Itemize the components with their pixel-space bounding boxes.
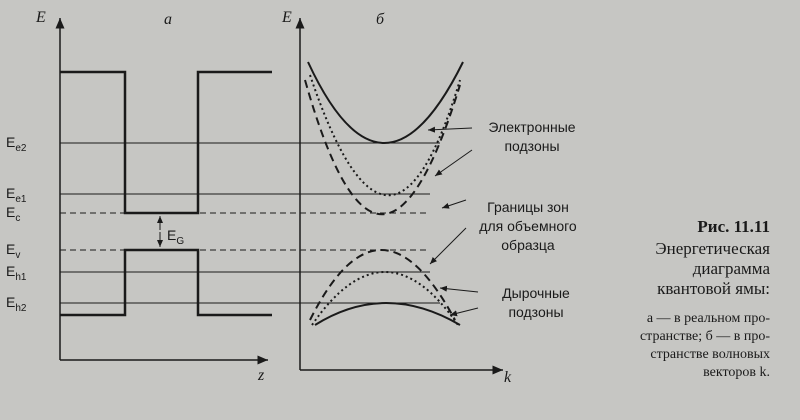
caption-text: векторов k. (703, 365, 770, 380)
gap-label: EG (167, 227, 184, 247)
axis-label: E (281, 9, 292, 26)
caption-title: Энергетическая (655, 239, 770, 258)
annotation: для объемного (479, 218, 577, 234)
annotation: Границы зон (487, 199, 569, 215)
annotation: образца (501, 237, 555, 253)
level-label: Eh1 (6, 263, 27, 283)
caption-number: Рис. 11.11 (697, 217, 770, 236)
level-label: Ee2 (6, 134, 27, 154)
caption-title: квантовой ямы: (657, 279, 770, 298)
axis-label: k (504, 369, 512, 386)
axis-label: z (257, 367, 265, 384)
annotation: Электронные (488, 119, 575, 135)
annotation: подзоны (504, 138, 559, 154)
caption-text: странстве; б — в про- (640, 329, 770, 344)
level-label: Ev (6, 241, 20, 261)
level-label: Ee1 (6, 185, 27, 205)
caption-text: странстве волновых (650, 347, 770, 362)
panel-label: б (376, 11, 385, 28)
pointer-arrows (427, 126, 479, 317)
level-label: Eh2 (6, 294, 27, 314)
panel-label: а (164, 11, 172, 28)
dispersion-curves (304, 61, 464, 326)
caption-text: а — в реальном про- (647, 311, 770, 326)
annotation: подзоны (508, 304, 563, 320)
level-label: Ec (6, 204, 20, 224)
caption-title: диаграмма (693, 259, 771, 278)
annotation: Дырочные (502, 285, 570, 301)
axis-label: E (35, 9, 46, 26)
